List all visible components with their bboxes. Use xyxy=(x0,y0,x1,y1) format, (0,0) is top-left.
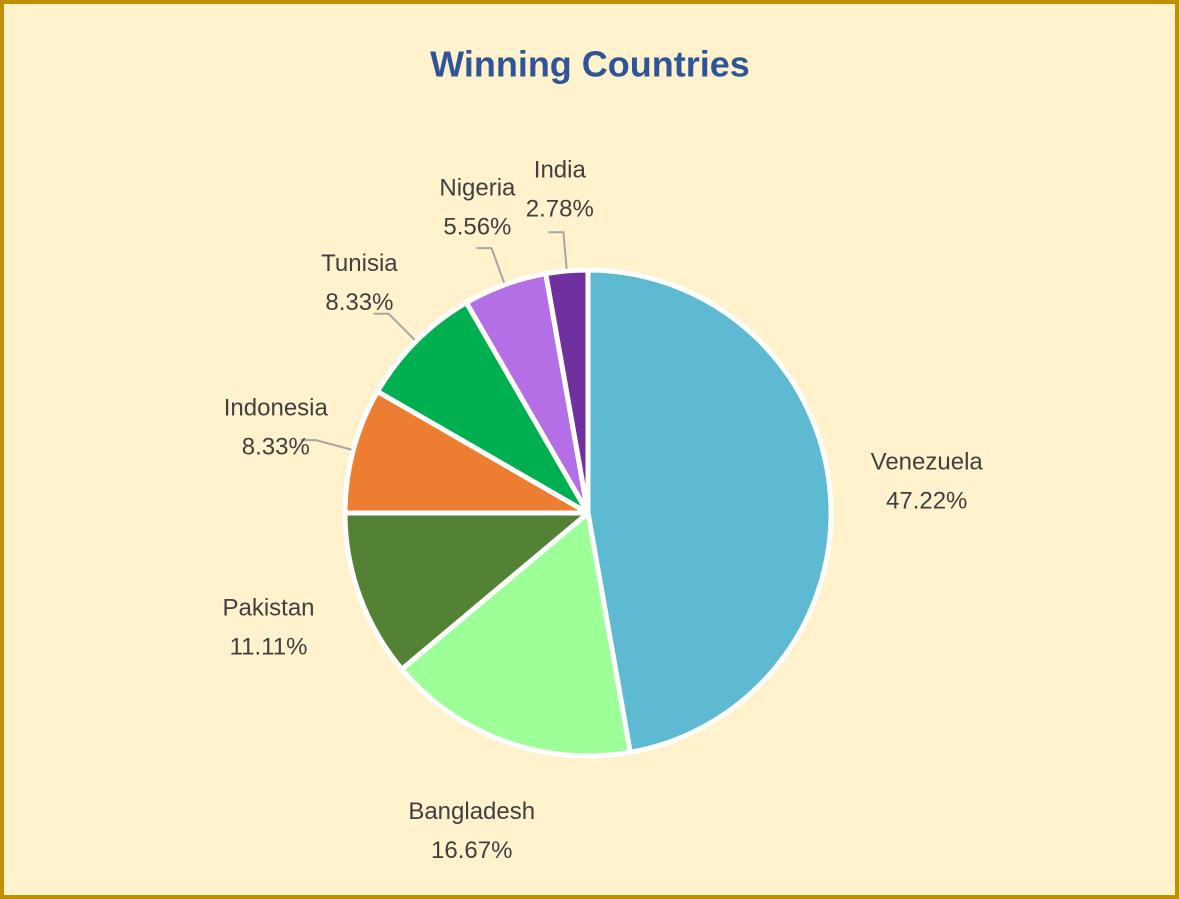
slice-value-label: 8.33% xyxy=(325,289,393,316)
slice-value-label: 8.33% xyxy=(242,434,310,461)
pie-slice xyxy=(342,510,591,672)
leader-line xyxy=(476,247,506,284)
slice-label: Tunisia xyxy=(321,250,398,277)
pie-slice xyxy=(375,300,591,516)
slice-label: Indonesia xyxy=(224,395,329,422)
slice-label: Bangladesh xyxy=(408,798,535,825)
slice-value-label: 11.11% xyxy=(230,634,308,661)
slice-label: Pakistan xyxy=(222,595,314,622)
slice-label: India xyxy=(534,156,587,183)
slice-value-label: 2.78% xyxy=(526,195,594,222)
pie-slice xyxy=(342,389,591,516)
leader-line xyxy=(548,231,568,270)
slice-value-label: 16.67% xyxy=(431,837,512,864)
pie-slice xyxy=(399,510,633,759)
chart-title: Winning Countries xyxy=(430,44,750,85)
slice-value-label: 5.56% xyxy=(443,214,511,241)
leader-line xyxy=(300,439,352,451)
leader-line xyxy=(373,312,416,341)
pie-slice xyxy=(585,267,834,755)
pie-slice xyxy=(543,267,591,516)
slice-value-label: 47.22% xyxy=(886,488,967,515)
slice-label: Venezuela xyxy=(871,449,984,476)
slice-label: Nigeria xyxy=(439,175,516,202)
